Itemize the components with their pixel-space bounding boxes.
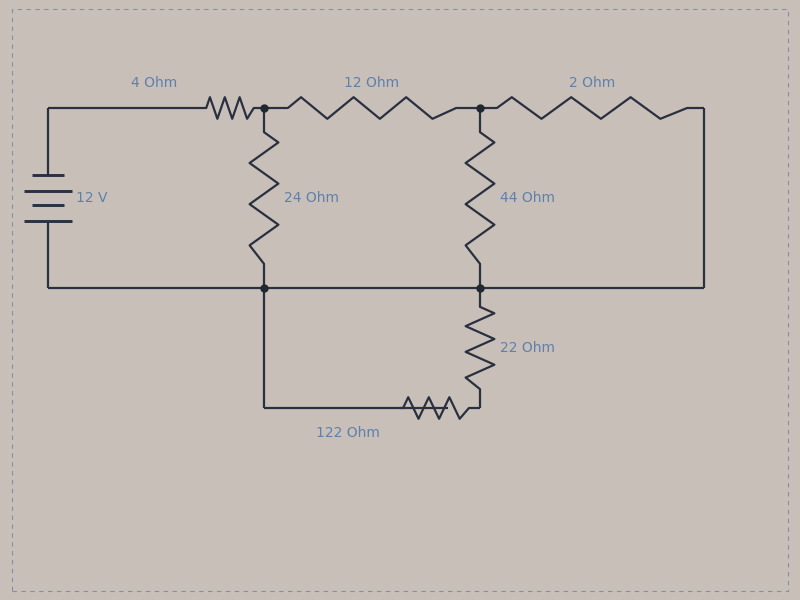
Text: 12 Ohm: 12 Ohm [345,76,399,90]
Text: 122 Ohm: 122 Ohm [316,426,380,440]
Text: 44 Ohm: 44 Ohm [500,191,555,205]
Text: 12 V: 12 V [76,191,107,205]
Text: 4 Ohm: 4 Ohm [131,76,177,90]
Text: 22 Ohm: 22 Ohm [500,341,555,355]
Text: 24 Ohm: 24 Ohm [284,191,339,205]
Text: 2 Ohm: 2 Ohm [569,76,615,90]
